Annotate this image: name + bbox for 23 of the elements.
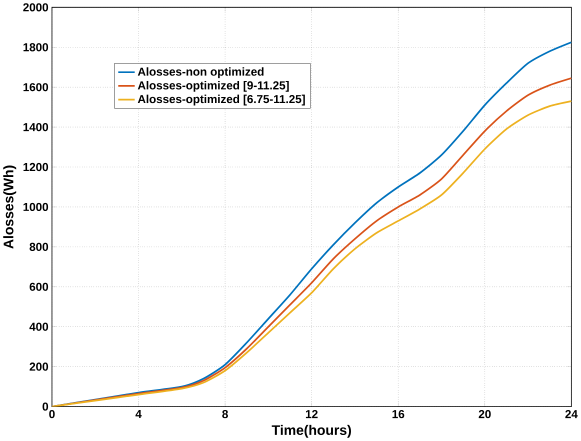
- y-tick-label: 1400: [24, 123, 48, 132]
- y-tick-label: 600: [30, 282, 48, 291]
- y-tick-label: 2000: [23, 3, 48, 12]
- y-tick-label: 800: [30, 242, 48, 251]
- x-tick-label: 24: [565, 410, 578, 418]
- y-tick-label: 0: [42, 402, 48, 411]
- y-tick-label: 1600: [24, 83, 48, 92]
- x-tick-label: 4: [135, 410, 142, 418]
- y-tick-label: 1200: [24, 162, 48, 172]
- y-tick-label: 1000: [24, 202, 48, 212]
- x-tick-label: 20: [478, 410, 491, 418]
- y-tick-label: 200: [30, 362, 48, 371]
- x-tick-label: 8: [222, 410, 228, 418]
- y-axis-title: Alosses(Wh): [3, 166, 16, 249]
- legend-label: Alosses-optimized [9-11.25]: [138, 80, 289, 92]
- x-tick-label: 16: [392, 410, 404, 418]
- y-tick-label: 400: [29, 322, 48, 331]
- y-tick-label: 1800: [24, 43, 48, 52]
- x-tick-label: 0: [49, 410, 55, 418]
- x-axis-title: Time(hours): [272, 424, 351, 438]
- x-tick-label: 12: [306, 410, 318, 418]
- legend-label: Alosses-non optimized: [138, 67, 264, 78]
- legend-label: Alosses-optimized [6.75-11.25]: [138, 94, 305, 106]
